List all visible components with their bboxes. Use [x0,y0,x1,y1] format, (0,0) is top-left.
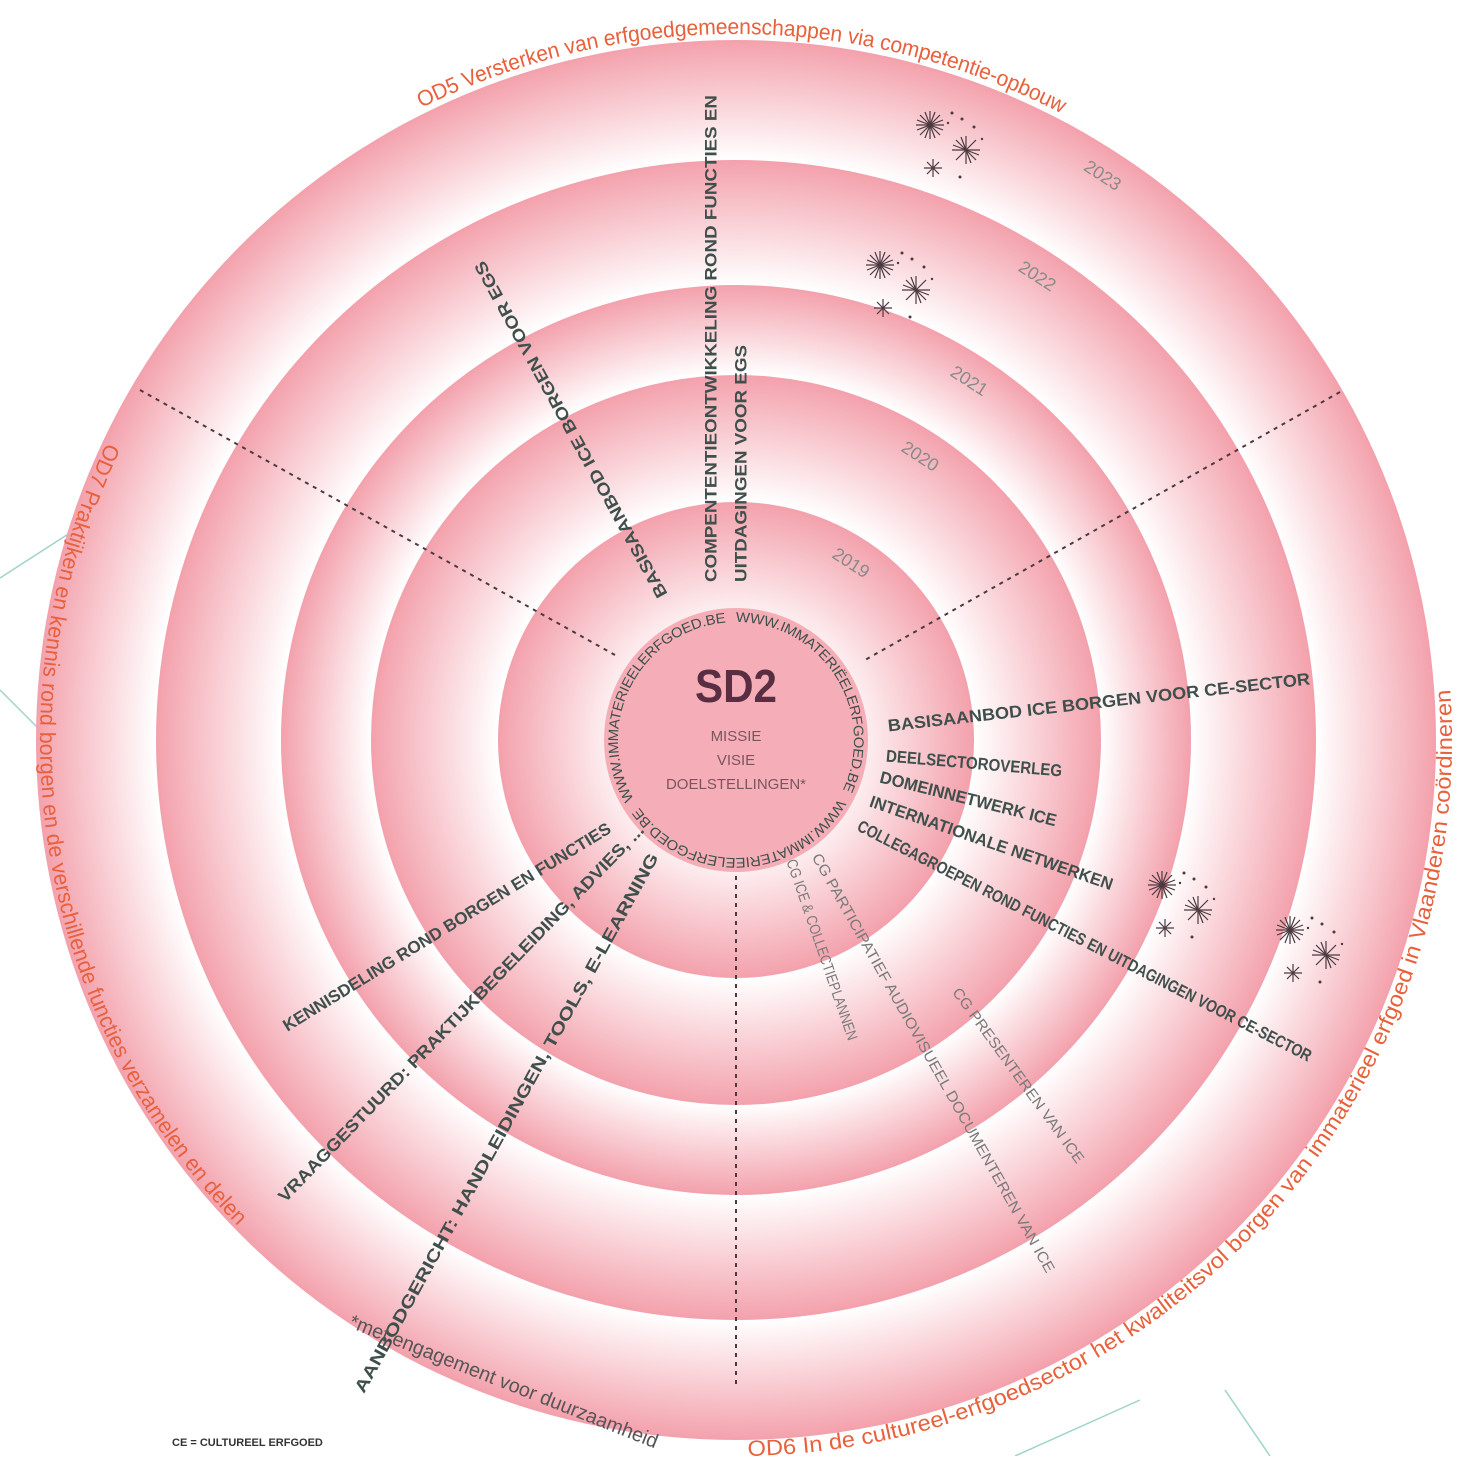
legend: CE = CULTUREEL ERFGOED [172,1437,323,1449]
page: { "objectives": { "od5": "OD5 Versterken… [0,0,1465,1456]
center-line: VISIE [717,752,755,769]
diagram: OD5 Versterken van erfgoedgemeenschappen… [0,0,1465,1456]
center-title: SD2 [695,660,777,712]
top-label: UITDAGINGEN VOOR EGS [731,345,750,582]
center-line: DOELSTELLINGEN* [666,776,806,793]
center-line: MISSIE [711,728,762,745]
top-label: COMPENTENTIEONTWIKKELING ROND FUNCTIES E… [701,95,720,582]
